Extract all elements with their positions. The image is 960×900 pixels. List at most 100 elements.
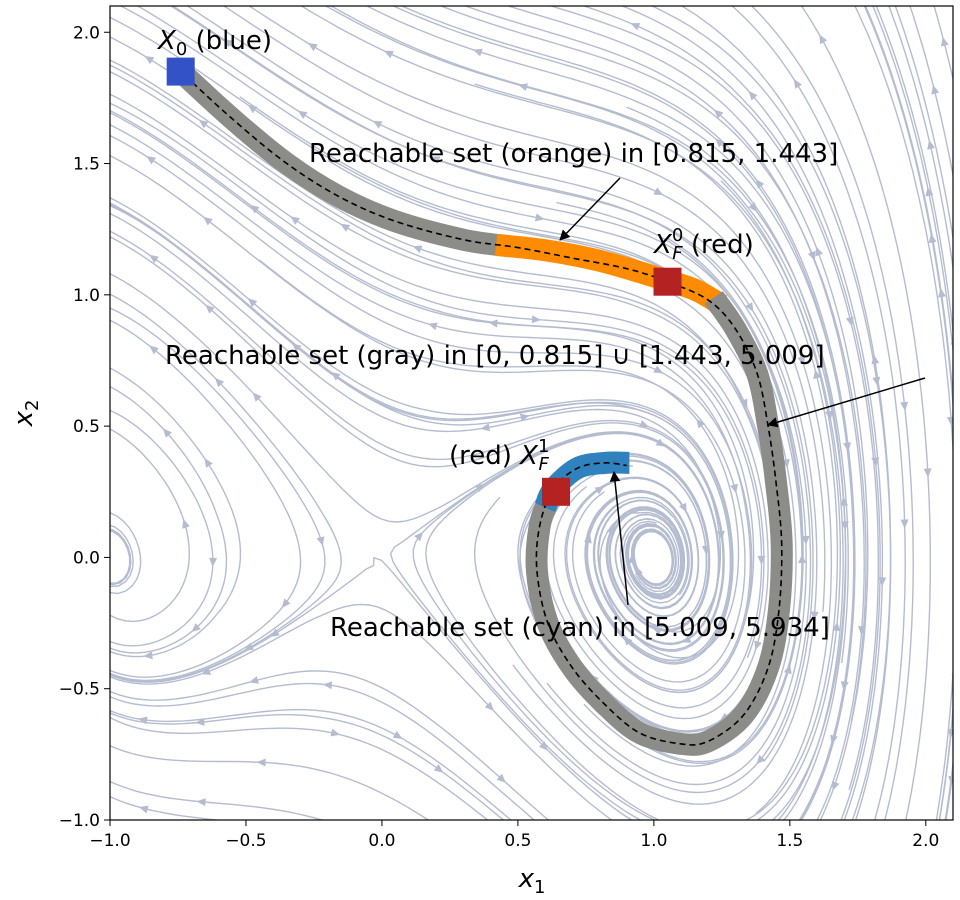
streamline-35 xyxy=(189,0,216,1)
streamline-137 xyxy=(620,6,854,309)
streamline-arrow xyxy=(392,730,403,739)
streamline-arrow xyxy=(801,535,810,545)
streamline-arrow xyxy=(951,831,960,841)
streamline-arrow xyxy=(191,623,201,633)
streamline-149 xyxy=(938,700,953,820)
streamline-71 xyxy=(384,0,429,1)
streamline-arrow xyxy=(384,50,394,59)
gray-annotation-arrow xyxy=(766,377,926,428)
streamline-arrow xyxy=(316,536,325,547)
streamline-arrow xyxy=(871,354,880,365)
streamline-arrow xyxy=(195,717,205,726)
streamline-23 xyxy=(110,367,242,616)
streamline-153 xyxy=(953,308,960,842)
y-tick-label: −0.5 xyxy=(59,680,100,700)
streamline-arrow xyxy=(878,577,887,587)
streamline-arrow xyxy=(276,824,286,834)
streamline-arrow xyxy=(925,186,934,197)
streamline-arrow xyxy=(594,486,605,495)
streamline-67 xyxy=(110,16,429,207)
streamline-115 xyxy=(110,124,747,513)
y-tick-label: 0.0 xyxy=(73,548,100,568)
streamline-81 xyxy=(110,203,535,422)
streamline-arrow xyxy=(430,156,441,164)
y-tick-label: 0.5 xyxy=(73,417,100,437)
streamline-arrow xyxy=(948,775,953,786)
annotations: X0 (blue) X0 F (red) (red) X1 F Reachable … xyxy=(156,26,926,643)
streamline-arrow xyxy=(858,626,866,636)
streamline-arrow xyxy=(635,566,643,576)
streamline-73 xyxy=(534,819,536,820)
streamline-arrow xyxy=(89,503,99,512)
streamline-arrow xyxy=(412,245,423,254)
orange-set-annotation: Reachable set (orange) in [0.815, 1.443] xyxy=(309,139,838,169)
streamline-arrow xyxy=(713,109,724,119)
streamline-arrow xyxy=(144,55,155,65)
gray-set-annotation: Reachable set (gray) in [0, 0.815] ∪ [1.… xyxy=(165,341,825,371)
streamline-arrow xyxy=(204,458,213,468)
streamline-arrow xyxy=(797,355,806,366)
streamline-9 xyxy=(110,409,111,411)
streamline-39 xyxy=(321,716,505,820)
streamline-arrow xyxy=(783,664,792,675)
squares-layer xyxy=(166,57,682,506)
xf1-label: (red) X1 F xyxy=(449,436,549,475)
streamline-arrow xyxy=(756,754,766,765)
streamline-arrow xyxy=(538,741,549,751)
streamline-143 xyxy=(955,820,959,843)
streamline-arrow xyxy=(290,216,300,225)
streamline-158 xyxy=(933,6,953,82)
streamline-arrow xyxy=(196,798,206,807)
x-axis-ticks: −1.0 −0.5 0.0 0.5 1.0 1.5 2.0 xyxy=(89,820,939,851)
streamline-103 xyxy=(186,6,641,207)
streamline-arrow xyxy=(427,322,438,331)
streamline-arrow xyxy=(433,764,444,773)
streamline-63 xyxy=(110,197,429,412)
streamline-121 xyxy=(324,6,747,207)
streamline-arrow xyxy=(793,79,803,89)
streamline-arrow xyxy=(819,34,828,45)
streamline-arrow xyxy=(832,621,841,632)
orange-annotation-arrow xyxy=(559,177,621,241)
streamline-arrow xyxy=(941,36,949,47)
streamline-arrow xyxy=(840,521,849,531)
streamline-arrow xyxy=(182,518,190,529)
streamline-arrow xyxy=(414,531,424,542)
streamline-arrow xyxy=(484,701,494,711)
streamline-17 xyxy=(88,0,110,1)
streamline-8 xyxy=(110,409,214,647)
streamline-arrow xyxy=(252,392,262,402)
streamline-arrow xyxy=(518,83,528,92)
square-XF0 xyxy=(653,267,682,296)
streamline-87 xyxy=(300,6,535,104)
streamline-151 xyxy=(944,757,953,820)
streamline-arrow xyxy=(653,187,664,196)
x0-label: X0 (blue) xyxy=(156,26,272,60)
streamline-arrow xyxy=(472,48,483,57)
streamline-22 xyxy=(110,614,217,658)
streamline-arrow xyxy=(831,781,840,791)
streamline-29 xyxy=(110,230,217,309)
streamline-4 xyxy=(110,614,111,616)
streamline-arrow xyxy=(825,410,834,421)
streamline-49 xyxy=(110,64,323,207)
streamline-arrow xyxy=(623,636,633,646)
trajectory-dashed-line xyxy=(177,68,783,746)
y-axis-ticks: −1.0 −0.5 0.0 0.5 1.0 1.5 2.0 xyxy=(59,23,110,831)
streamline-139 xyxy=(731,6,854,206)
streamline-58 xyxy=(110,556,429,683)
y-tick-label: 1.0 xyxy=(73,286,100,306)
streamline-arrow xyxy=(330,728,341,737)
streamline-arrow xyxy=(715,138,725,148)
streamline-arrow xyxy=(307,43,318,52)
square-XF1 xyxy=(542,477,570,506)
streamline-arrow xyxy=(937,288,946,298)
streamline-arrow xyxy=(748,91,758,101)
streamline-arrow xyxy=(630,23,641,31)
cyan-set-annotation: Reachable set (cyan) in [5.009, 5.934] xyxy=(330,613,830,643)
streamline-arrow xyxy=(946,416,953,426)
streamline-arrow xyxy=(146,156,156,165)
streamline-126 xyxy=(851,819,853,820)
streamline-69 xyxy=(248,6,429,104)
cyan-annotation-arrow xyxy=(609,470,629,606)
